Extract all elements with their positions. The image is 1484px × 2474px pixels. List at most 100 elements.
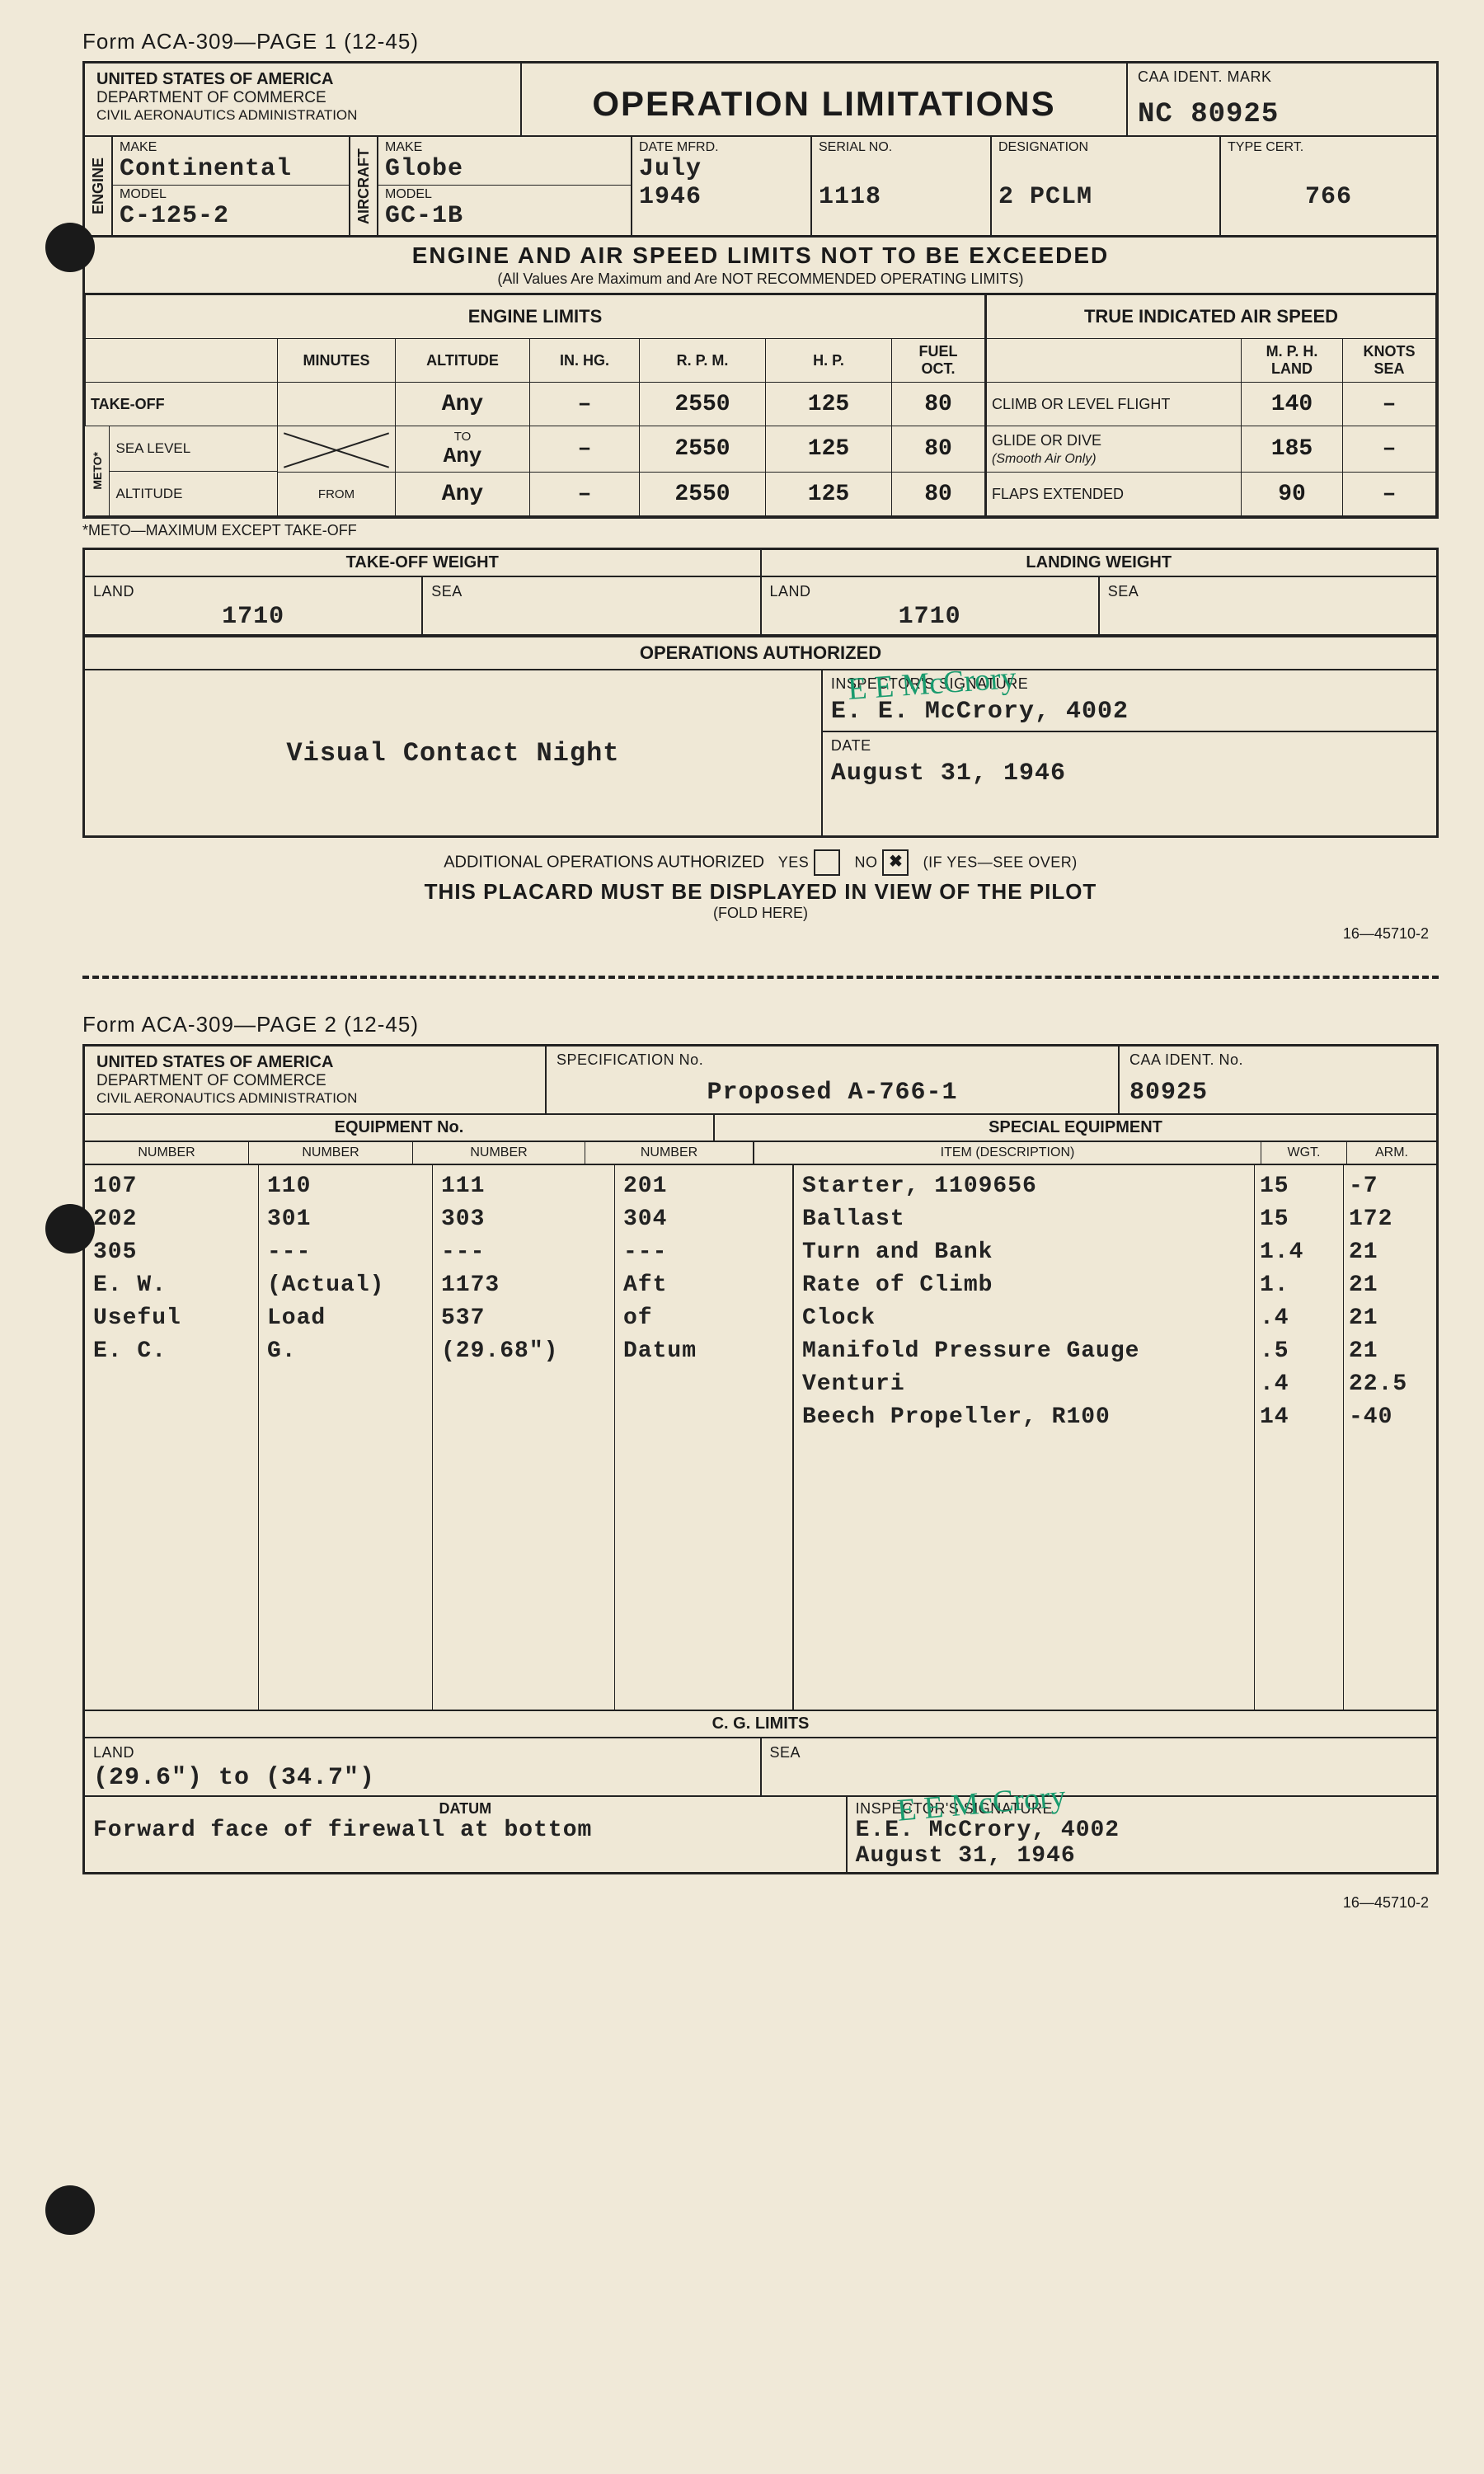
crossed-cell — [278, 426, 396, 473]
spec-equip-hdr: SPECIAL EQUIPMENT — [715, 1115, 1436, 1141]
v: 80 — [892, 473, 986, 516]
equip-value: 303 — [441, 1203, 606, 1236]
typecert: 766 — [1228, 183, 1430, 211]
col-number: NUMBER — [413, 1142, 585, 1164]
to-label: TO — [454, 430, 472, 444]
item-desc: Clock — [802, 1302, 1246, 1335]
equip-value: 305 — [93, 1236, 250, 1269]
equip-value: of — [623, 1302, 784, 1335]
tow-land: 1710 — [93, 603, 413, 631]
tias-row-label: CLIMB OR LEVEL FLIGHT — [986, 383, 1242, 426]
ac-make-label: MAKE — [385, 140, 624, 155]
caa-mark-block: CAA IDENT. MARK NC 80925 — [1126, 63, 1436, 135]
equip-value: E. W. — [93, 1269, 250, 1302]
item-arm: 21 — [1349, 1302, 1431, 1335]
lw-land: 1710 — [770, 603, 1090, 631]
equip-value: --- — [441, 1236, 606, 1269]
equip-value: 301 — [267, 1203, 424, 1236]
ac-model-label: MODEL — [385, 187, 624, 202]
col-wgt: WGT. — [1261, 1142, 1347, 1164]
wgt-col: 15151.41..4.5.414 — [1255, 1165, 1344, 1710]
equip-value: 537 — [441, 1302, 606, 1335]
serial-label: SERIAL NO. — [819, 140, 984, 155]
cg-label: C. G. LIMITS — [85, 1711, 1436, 1738]
ac-model: GC-1B — [385, 202, 624, 230]
aircraft-side-label: AIRCRAFT — [355, 148, 373, 224]
item-wgt: 15 — [1260, 1203, 1338, 1236]
see-over: (IF YES—SEE OVER) — [923, 854, 1078, 870]
col-minutes: MINUTES — [278, 339, 396, 383]
v: 90 — [1242, 473, 1343, 516]
equip-value: 111 — [441, 1170, 606, 1203]
sea-label: SEA — [431, 583, 463, 600]
item-wgt: 15 — [1260, 1170, 1338, 1203]
item-arm: -40 — [1349, 1401, 1431, 1434]
item-arm: 172 — [1349, 1203, 1431, 1236]
limits-title: ENGINE AND AIR SPEED LIMITS NOT TO BE EX… — [85, 238, 1436, 270]
from-label: FROM — [278, 473, 396, 516]
designation: 2 PCLM — [998, 183, 1213, 211]
col-number: NUMBER — [585, 1142, 754, 1164]
v: – — [1343, 383, 1436, 426]
col-arm: ARM. — [1347, 1142, 1436, 1164]
spec: Proposed A-766-1 — [556, 1079, 1108, 1107]
equip-value: 304 — [623, 1203, 784, 1236]
date-val: August 31, 1946 — [823, 760, 1436, 788]
meto-note: *METO—MAXIMUM EXCEPT TAKE-OFF — [82, 522, 1439, 539]
item-wgt: 1.4 — [1260, 1236, 1338, 1269]
serial: 1118 — [819, 183, 984, 211]
item-desc: Ballast — [802, 1203, 1246, 1236]
equip-value: Aft — [623, 1269, 784, 1302]
equip-value: --- — [623, 1236, 784, 1269]
col-mph: M. P. H. LAND — [1242, 339, 1343, 383]
agency-line2: DEPARTMENT OF COMMERCE — [96, 89, 509, 107]
caa-mark-label: CAA IDENT. MARK — [1138, 68, 1426, 86]
agency-block: UNITED STATES OF AMERICA DEPARTMENT OF C… — [85, 63, 522, 135]
fold-line — [82, 976, 1439, 979]
row-takeoff: TAKE-OFF — [86, 383, 278, 426]
item-desc: Rate of Climb — [802, 1269, 1246, 1302]
v: 2550 — [640, 473, 766, 516]
v: 125 — [766, 473, 892, 516]
col-hp: H. P. — [766, 339, 892, 383]
item-arm: 21 — [1349, 1269, 1431, 1302]
datum-label: DATUM — [93, 1800, 838, 1818]
row-altitude: ALTITUDE — [110, 472, 278, 516]
v: – — [530, 426, 640, 473]
punch-hole — [45, 2185, 95, 2235]
v: 185 — [1242, 426, 1343, 473]
lw-label: LANDING WEIGHT — [762, 550, 1437, 577]
equip-value: E. C. — [93, 1335, 250, 1368]
agency-line3: CIVIL AERONAUTICS ADMINISTRATION — [96, 107, 509, 124]
v: – — [1343, 426, 1436, 473]
col-item: ITEM (DESCRIPTION) — [754, 1142, 1261, 1164]
form-id-p1: Form ACA-309—PAGE 1 (12-45) — [82, 29, 1439, 54]
item-arm: -7 — [1349, 1170, 1431, 1203]
equip-value: 107 — [93, 1170, 250, 1203]
page: Form ACA-309—PAGE 1 (12-45) UNITED STATE… — [0, 0, 1484, 2474]
ac-make: Globe — [385, 155, 624, 183]
limits-table: ENGINE LIMITS TRUE INDICATED AIR SPEED M… — [85, 293, 1436, 516]
typecert-label: TYPE CERT. — [1228, 140, 1430, 155]
meto-side: METO* — [91, 452, 104, 490]
item-desc: Turn and Bank — [802, 1236, 1246, 1269]
item-wgt: 14 — [1260, 1401, 1338, 1434]
item-wgt: .4 — [1260, 1368, 1338, 1401]
v: 2550 — [640, 383, 766, 426]
checkbox-yes — [814, 849, 840, 876]
agency-line2: DEPARTMENT OF COMMERCE — [96, 1072, 533, 1090]
col-rpm: R. P. M. — [640, 339, 766, 383]
no-label: NO — [854, 854, 877, 870]
yes-label: YES — [778, 854, 810, 870]
equip-value: Datum — [623, 1335, 784, 1368]
item-desc: Beech Propeller, R100 — [802, 1401, 1246, 1434]
equip-col: 110301---(Actual)LoadG. — [259, 1165, 433, 1710]
agency-line1: UNITED STATES OF AMERICA — [96, 1053, 533, 1072]
land-label: LAND — [93, 1744, 134, 1761]
add-ops-label: ADDITIONAL OPERATIONS AUTHORIZED — [444, 853, 764, 871]
add-ops-row: ADDITIONAL OPERATIONS AUTHORIZED YES NO ✖… — [82, 849, 1439, 876]
checkbox-no: ✖ — [882, 849, 909, 876]
row-sealevel: SEA LEVEL — [110, 426, 278, 472]
equip-value: 110 — [267, 1170, 424, 1203]
spec-row: ENGINE MAKE Continental MODEL C-125-2 AI… — [85, 137, 1436, 238]
